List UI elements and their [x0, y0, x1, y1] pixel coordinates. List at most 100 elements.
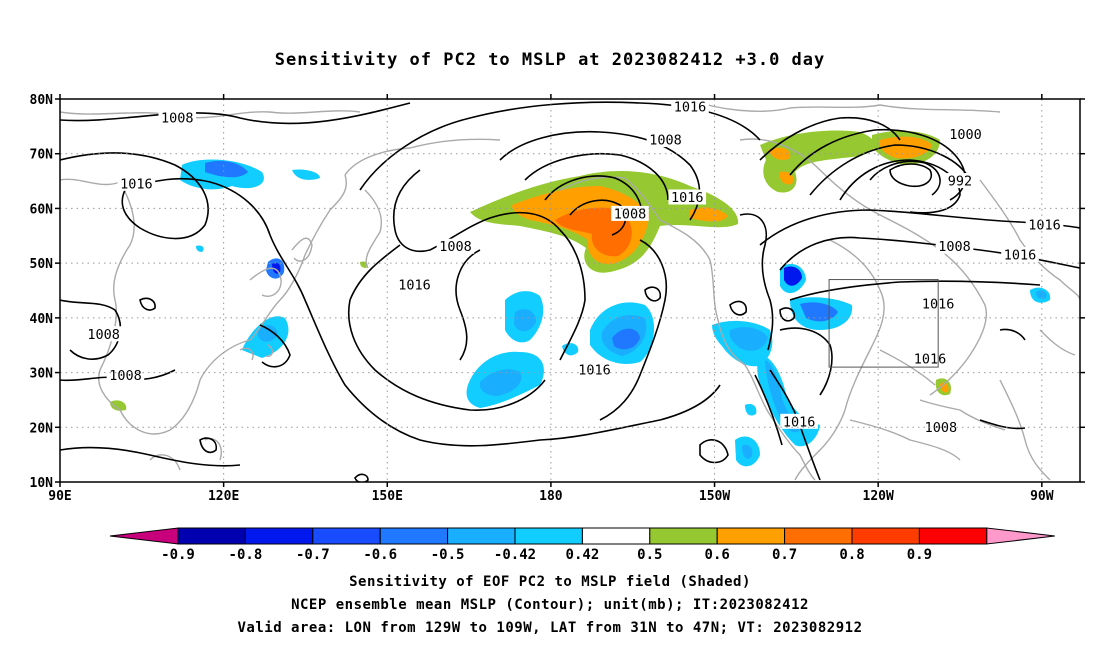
- contour-label-text: 1000: [949, 127, 982, 143]
- colorbar-label: 0.5: [637, 547, 662, 563]
- contour-label-bg: [935, 238, 974, 254]
- lon-tick-label: 90W: [1030, 489, 1054, 504]
- contour-label-text: 992: [948, 174, 972, 190]
- coastlines: [60, 99, 1080, 481]
- colorbar-swatch: [716, 527, 786, 545]
- contour-label-bg: [780, 413, 818, 429]
- lon-tick-label: 120W: [863, 489, 894, 504]
- contour-label: 1008: [158, 110, 197, 127]
- contour-label-text: 1008: [161, 111, 194, 127]
- lat-tick-label: 10N: [30, 476, 54, 491]
- lon-tick-label: 150E: [372, 489, 403, 504]
- colorbar-label: 0.8: [839, 547, 864, 563]
- colorbar-swatch: [649, 527, 718, 545]
- contour-label: 1016: [780, 413, 818, 430]
- contour-label-text: 1016: [398, 278, 431, 294]
- colorbar-label: -0.7: [296, 547, 330, 563]
- colorbar-label: -0.6: [363, 547, 397, 563]
- lat-tick-label: 30N: [30, 367, 54, 382]
- colorbar-low-end: [109, 527, 179, 545]
- contour-label-bg: [158, 110, 197, 126]
- colorbar: -0.9 -0.8 -0.7 -0.6 -0.5 -0.42 0.42 0.5 0.6 0.7 0.…: [109, 527, 1055, 563]
- contour-label-text: 1016: [1004, 247, 1037, 263]
- contour-label: 1008: [106, 367, 145, 384]
- contour-label-text: 1016: [674, 100, 707, 116]
- contour-label-bg: [395, 277, 434, 293]
- colorbar-swatch: [918, 527, 988, 545]
- colorbar-swatch: [379, 527, 449, 545]
- contour-label: 1008: [935, 238, 974, 255]
- contour-label-text: 1016: [783, 414, 816, 430]
- contour-label: 1000: [946, 126, 985, 143]
- contour-label-text: 1016: [120, 176, 153, 192]
- colorbar-label: -0.8: [229, 547, 263, 563]
- contour-label: 1016: [395, 277, 434, 294]
- contour-label-bg: [911, 350, 949, 366]
- colorbar-label: 0.9: [907, 547, 932, 563]
- colorbar-label: 0.7: [772, 547, 797, 563]
- contour-label: 1008: [84, 326, 123, 343]
- colorbar-swatch: [514, 527, 583, 545]
- colorbar-swatch: [177, 527, 246, 545]
- contour-label: 992: [945, 173, 975, 190]
- colorbar-high-end: [986, 527, 1055, 545]
- contour-label-text: 1016: [671, 190, 704, 206]
- contour-label: 1008: [646, 132, 685, 149]
- contour-label: 1016: [671, 99, 709, 116]
- contour-label-text: 1016: [1028, 217, 1061, 233]
- contour-label-bg: [117, 175, 156, 191]
- contour-label: 1008: [611, 205, 649, 222]
- colorbar-label: 0.6: [705, 547, 730, 563]
- contour-label: 1008: [436, 238, 475, 255]
- colorbar-swatch: [784, 527, 853, 545]
- colorbar-swatch: [581, 527, 651, 545]
- contour-label-bg: [668, 189, 707, 205]
- contour-label-text: 1008: [938, 239, 971, 255]
- contour-label-bg: [946, 126, 985, 142]
- contour-label-text: 1008: [439, 239, 472, 255]
- contour-label-text: 1016: [578, 362, 611, 378]
- contour-label: 1016: [668, 189, 707, 206]
- colorbar-swatch: [851, 527, 920, 545]
- contour-label: 1016: [1025, 216, 1064, 233]
- colorbar-swatch: [312, 527, 381, 545]
- valid-area-box: [828, 279, 939, 368]
- lat-tick-label: 70N: [30, 148, 54, 163]
- contour-label: 1016: [911, 350, 949, 367]
- map-title: Sensitivity of PC2 to MSLP at 2023082412…: [274, 50, 826, 70]
- lon-tick-label: 90E: [48, 489, 71, 504]
- caption-shading: Sensitivity of EOF PC2 to MSLP field (Sh…: [349, 574, 751, 590]
- contour-label-bg: [575, 361, 614, 377]
- contour-label-text: 1008: [109, 368, 142, 384]
- colorbar-swatch: [447, 527, 516, 545]
- caption-contour: NCEP ensemble mean MSLP (Contour); unit(…: [291, 597, 809, 613]
- contour-label: 1016: [117, 175, 156, 192]
- lat-lon-grid: [60, 99, 1080, 482]
- contour-label-text: 1008: [649, 133, 682, 149]
- sensitivity-shading: [110, 130, 1051, 467]
- contour-label-bg: [1001, 246, 1039, 262]
- lat-tick-label: 20N: [30, 421, 54, 436]
- contour-label-text: 1008: [87, 327, 120, 343]
- lon-tick-label: 180: [539, 489, 563, 504]
- contour-label-text: 1008: [614, 206, 647, 222]
- contour-label-bg: [646, 132, 685, 148]
- contour-label-bg: [106, 367, 145, 383]
- plot-frame: [59, 98, 1081, 483]
- contour-label-text: 1016: [914, 351, 947, 367]
- lat-tick-label: 60N: [30, 202, 54, 217]
- colorbar-label: 0.42: [566, 547, 600, 563]
- lat-tick-label: 50N: [30, 257, 54, 272]
- contour-label-bg: [84, 326, 123, 342]
- lon-tick-label: 150W: [699, 489, 730, 504]
- contour-label: 1016: [1001, 246, 1039, 263]
- colorbar-label: -0.42: [494, 547, 536, 563]
- lon-tick-label: 120E: [208, 489, 239, 504]
- contour-label-bg: [945, 173, 975, 189]
- contour-label-bg: [436, 238, 475, 254]
- caption-valid-area: Valid area: LON from 129W to 109W, LAT f…: [237, 620, 863, 636]
- contour-label-bg: [611, 205, 649, 221]
- colorbar-swatch: [244, 527, 314, 545]
